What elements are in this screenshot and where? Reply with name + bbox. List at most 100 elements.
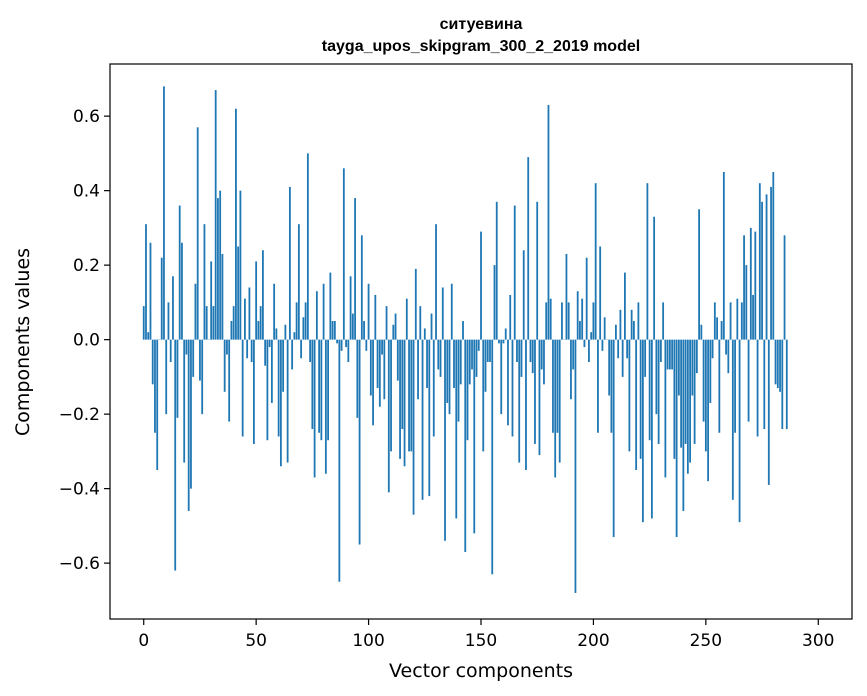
bar-241 (684, 339, 687, 444)
y-tick-label: 0.0 (73, 331, 100, 351)
bar-243 (689, 339, 692, 463)
bar-279 (770, 186, 772, 340)
bar-282 (776, 339, 779, 389)
bar-70 (300, 339, 303, 359)
bar-99 (365, 339, 368, 351)
bar-5 (154, 339, 156, 433)
x-tick-label: 100 (352, 631, 384, 651)
bar-119 (410, 339, 413, 452)
bar-27 (203, 224, 206, 340)
bar-72 (304, 302, 307, 340)
bar-113 (396, 339, 399, 381)
bar-173 (531, 339, 534, 374)
bar-199 (590, 332, 593, 340)
bar-162 (507, 339, 509, 426)
bar-77 (315, 291, 318, 340)
bar-114 (399, 339, 401, 459)
bar-272 (754, 231, 757, 340)
bar-32 (214, 90, 217, 340)
bar-148 (475, 339, 478, 377)
bar-19 (185, 339, 188, 355)
bar-286 (785, 339, 788, 430)
bar-61 (279, 339, 282, 467)
bar-157 (495, 201, 498, 340)
bar-159 (500, 339, 503, 415)
bar-215 (626, 339, 629, 359)
bar-129 (432, 339, 435, 437)
bar-75 (311, 339, 314, 430)
bar-110 (390, 339, 392, 452)
bar-216 (628, 339, 631, 452)
bar-57 (270, 339, 273, 403)
x-tick-label: 200 (577, 631, 609, 651)
bar-107 (383, 339, 386, 400)
bar-222 (641, 339, 644, 523)
bar-74 (309, 339, 312, 362)
bar-127 (428, 339, 431, 497)
bar-259 (725, 339, 727, 355)
bar-218 (633, 321, 635, 340)
bar-52 (259, 306, 262, 340)
bar-63 (284, 324, 287, 340)
bar-53 (262, 250, 264, 340)
bar-196 (583, 339, 586, 348)
bar-211 (617, 339, 620, 359)
bar-169 (522, 250, 525, 340)
bar-58 (273, 283, 276, 340)
bar-122 (417, 339, 419, 400)
bar-236 (673, 339, 676, 459)
bar-41 (235, 108, 237, 340)
bar-76 (313, 339, 316, 478)
bar-136 (448, 339, 451, 415)
bar-117 (405, 298, 408, 340)
bar-49 (253, 339, 255, 444)
bar-195 (581, 298, 584, 340)
bar-16 (178, 205, 181, 340)
bar-210 (615, 324, 617, 340)
bar-56 (268, 339, 271, 348)
bar-246 (695, 339, 698, 374)
bar-271 (752, 294, 754, 340)
bar-42 (237, 246, 240, 340)
bar-194 (579, 321, 581, 340)
bar-96 (358, 339, 361, 545)
bar-40 (232, 306, 235, 340)
bar-131 (437, 339, 440, 370)
bar-248 (700, 324, 703, 340)
bar-18 (183, 339, 186, 463)
bar-87 (338, 339, 341, 582)
bar-54 (264, 339, 267, 366)
bar-284 (781, 339, 784, 430)
bar-260 (727, 339, 730, 374)
y-tick-label: 0.4 (73, 182, 100, 202)
bar-55 (266, 339, 269, 441)
bar-64 (286, 339, 289, 463)
bar-24 (196, 127, 199, 340)
bar-12 (169, 339, 172, 362)
y-axis-label: Components values (12, 248, 34, 436)
bar-273 (756, 339, 759, 437)
bar-242 (686, 339, 689, 474)
bar-139 (455, 339, 458, 519)
bar-140 (457, 339, 460, 422)
x-axis-label: Vector components (389, 660, 573, 682)
bar-43 (239, 190, 242, 340)
bar-109 (387, 339, 390, 493)
bar-132 (439, 339, 442, 377)
bar-8 (160, 257, 163, 340)
bar-249 (702, 339, 705, 422)
bar-267 (743, 235, 745, 340)
bar-116 (403, 339, 406, 467)
bar-156 (493, 265, 496, 340)
bar-232 (664, 339, 667, 478)
bar-84 (331, 321, 334, 340)
bar-60 (277, 339, 280, 437)
bar-28 (205, 306, 208, 340)
bar-230 (659, 339, 662, 362)
bar-176 (538, 339, 541, 456)
bar-181 (549, 298, 552, 340)
x-tick-label: 300 (802, 631, 834, 651)
bar-167 (518, 339, 521, 463)
bar-227 (653, 216, 656, 340)
